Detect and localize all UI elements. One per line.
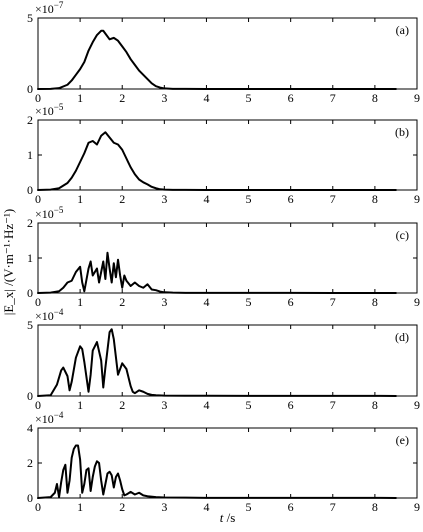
x-tick-label: 3 [161,295,167,309]
plot-frame [37,324,418,397]
y-tick-label: 0 [27,286,33,300]
x-tick-label: 6 [288,295,294,309]
x-tick-label: 4 [203,398,209,412]
x-tick-label: 5 [246,398,252,412]
series-line [37,131,397,191]
x-tick-label: 8 [372,500,378,514]
y-tick-label: 0 [27,183,33,197]
x-axis-variable: t [220,510,224,525]
x-tick-label: 9 [414,500,420,514]
x-tick-label: 0 [35,192,41,206]
x-tick-label: 5 [246,295,252,309]
x-tick-label: 1 [77,295,83,309]
panel-label: (e) [396,433,409,447]
x-tick-label: 6 [288,192,294,206]
y-tick-label: 0 [27,491,33,505]
x-tick-label: 0 [35,91,41,105]
scale-multiplier: ×10−5 [35,205,64,221]
x-tick-label: 3 [161,192,167,206]
x-tick-label: 2 [119,192,125,206]
x-axis-unit: /s [223,510,235,525]
panel-label: (d) [395,330,409,344]
scale-exponent: −4 [54,410,64,420]
panel-4: 0 1 2 3 4 5 6 7 8 905×10−4(d) [27,307,420,412]
x-tick-label: 7 [330,398,336,412]
x-tick-label: 7 [330,91,336,105]
x-tick-label: 2 [119,295,125,309]
scale-multiplier: ×10−4 [35,307,64,323]
x-tick-label: 1 [77,398,83,412]
x-tick-label: 0 [35,398,41,412]
x-tick-label: 8 [372,91,378,105]
x-tick-label: 4 [203,192,209,206]
x-tick-label: 5 [246,500,252,514]
y-tick-label: 5 [27,318,33,332]
x-tick-label: 8 [372,398,378,412]
x-tick-label: 1 [77,91,83,105]
scale-exponent: −4 [54,307,64,317]
scale-multiplier: ×10−7 [35,0,64,16]
x-tick-label: 9 [414,295,420,309]
panel-1: 0 1 2 3 4 5 6 7 8 905×10−7(a) [27,0,420,105]
panel-label: (a) [396,23,409,37]
x-tick-label: 2 [119,500,125,514]
y-tick-label: 4 [27,421,33,435]
x-tick-label: 7 [330,192,336,206]
x-tick-label: 8 [372,192,378,206]
x-tick-label: 1 [77,192,83,206]
series-line [37,251,397,294]
x-tick-label: 9 [414,91,420,105]
plot-frame [37,119,418,191]
y-tick-label: 2 [27,216,33,230]
y-tick-label: 2 [27,456,33,470]
x-tick-label: 7 [330,295,336,309]
panel-label: (b) [395,125,409,139]
x-tick-label: 5 [246,91,252,105]
x-tick-label: 4 [203,295,209,309]
x-tick-label: 6 [288,500,294,514]
plot-frame [37,427,418,499]
panel-label: (c) [396,228,409,242]
y-axis-label: |E_x| /(V·m⁻¹·Hz⁻¹) [1,209,16,316]
x-tick-label: 3 [161,398,167,412]
y-tick-label: 0 [27,389,33,403]
x-tick-label: 4 [203,500,209,514]
x-axis-label: t /s [220,510,236,525]
scale-multiplier: ×10−4 [35,410,64,426]
x-tick-label: 7 [330,500,336,514]
x-tick-label: 6 [288,398,294,412]
x-tick-label: 3 [161,500,167,514]
x-tick-label: 2 [119,398,125,412]
scale-exponent: −7 [54,0,64,10]
x-tick-label: 3 [161,91,167,105]
x-tick-label: 0 [35,500,41,514]
plot-frame [37,17,418,90]
series-line [37,328,397,397]
scale-exponent: −5 [54,102,64,112]
x-tick-label: 1 [77,500,83,514]
series-line [37,444,397,499]
x-tick-label: 6 [288,91,294,105]
y-tick-label: 0 [27,82,33,96]
x-tick-label: 9 [414,192,420,206]
x-tick-label: 2 [119,91,125,105]
plot-frame [37,222,418,294]
scale-multiplier: ×10−5 [35,102,64,118]
scale-exponent: −5 [54,205,64,215]
x-tick-label: 8 [372,295,378,309]
y-tick-label: 1 [27,148,33,162]
x-tick-label: 0 [35,295,41,309]
y-tick-label: 1 [27,251,33,265]
series-line [37,29,397,90]
y-tick-label: 5 [27,11,33,25]
x-tick-label: 4 [203,91,209,105]
x-tick-label: 9 [414,398,420,412]
x-tick-label: 5 [246,192,252,206]
y-tick-label: 2 [27,113,33,127]
